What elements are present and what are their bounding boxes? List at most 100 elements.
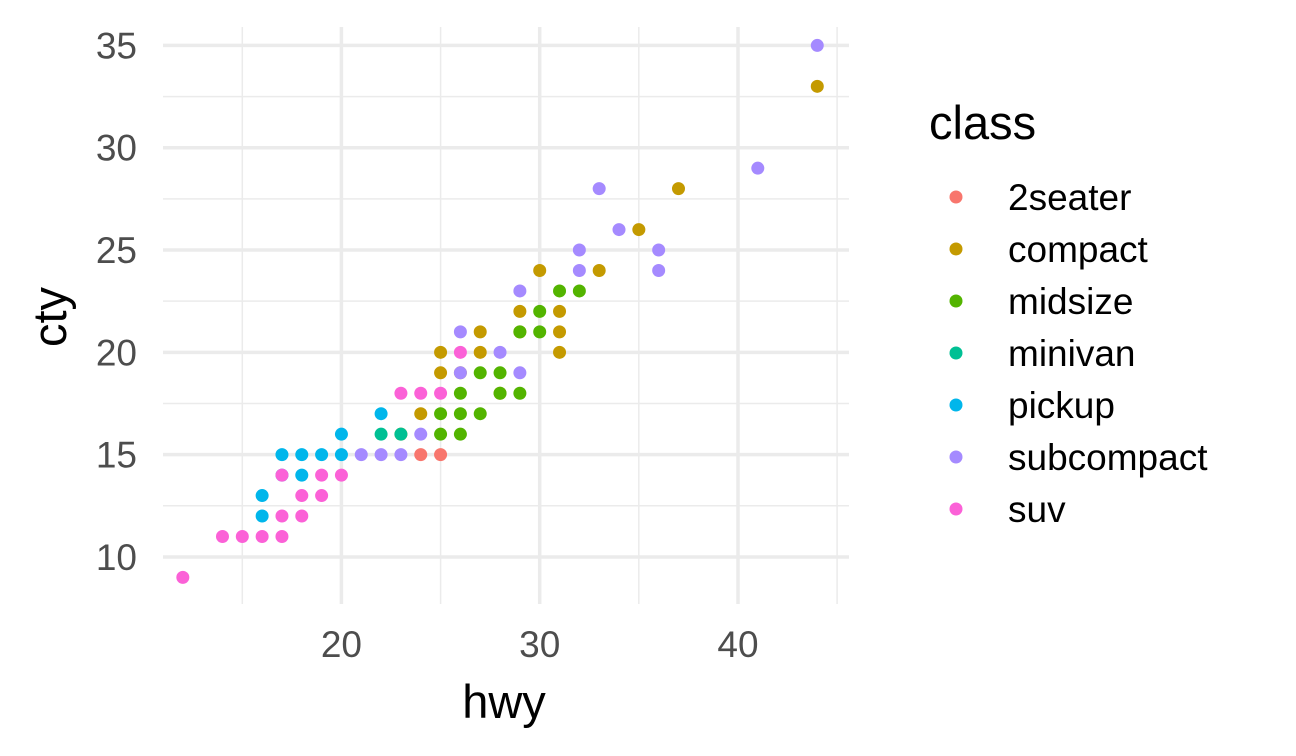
point-subcompact <box>652 243 666 257</box>
point-compact <box>414 407 428 421</box>
point-suv <box>315 468 329 482</box>
legend-key-midsize <box>949 294 963 308</box>
point-pickup <box>315 448 329 462</box>
point-suv <box>414 386 428 400</box>
x-axis-title: hwy <box>462 675 546 728</box>
y-tick-label: 25 <box>96 230 137 271</box>
point-suv <box>176 570 190 584</box>
point-midsize <box>453 386 467 400</box>
point-midsize <box>513 325 527 339</box>
point-compact <box>513 304 527 318</box>
point-suv <box>235 529 249 543</box>
point-midsize <box>434 427 448 441</box>
x-tick-label: 30 <box>519 624 560 665</box>
legend-label-pickup: pickup <box>1008 385 1115 426</box>
point-compact <box>533 263 547 277</box>
point-pickup <box>374 407 388 421</box>
point-suv <box>295 509 309 523</box>
y-tick-labels: 10 15 20 25 30 35 <box>96 25 137 578</box>
point-midsize <box>513 386 527 400</box>
point-midsize <box>473 407 487 421</box>
point-suv <box>295 489 309 503</box>
point-midsize <box>473 366 487 380</box>
point-suv <box>334 468 348 482</box>
point-midsize <box>434 407 448 421</box>
point-subcompact <box>414 427 428 441</box>
point-subcompact <box>652 263 666 277</box>
point-suv <box>275 529 289 543</box>
x-tick-labels: 20 30 40 <box>321 624 759 665</box>
y-tick-label: 35 <box>96 25 137 66</box>
point-midsize <box>572 284 586 298</box>
point-subcompact <box>751 161 765 175</box>
point-subcompact <box>513 366 527 380</box>
point-compact <box>473 325 487 339</box>
y-axis-title: cty <box>23 286 76 347</box>
point-subcompact <box>592 182 606 196</box>
point-subcompact <box>810 38 824 52</box>
point-pickup <box>334 427 348 441</box>
point-minivan <box>394 427 408 441</box>
point-compact <box>553 345 567 359</box>
point-subcompact <box>374 448 388 462</box>
legend: 2seater compact midsize minivan pickup subcom… <box>949 177 1208 530</box>
data-points <box>176 38 824 584</box>
point-compact <box>810 79 824 93</box>
point-subcompact <box>572 243 586 257</box>
point-subcompact <box>572 263 586 277</box>
point-compact <box>553 304 567 318</box>
point-suv <box>315 489 329 503</box>
point-suv <box>453 345 467 359</box>
point-midsize <box>533 325 547 339</box>
point-subcompact <box>612 223 626 237</box>
legend-label-2seater: 2seater <box>1008 177 1131 218</box>
point-pickup <box>334 448 348 462</box>
point-subcompact <box>394 448 408 462</box>
point-subcompact <box>453 366 467 380</box>
point-2seater <box>434 448 448 462</box>
point-suv <box>394 386 408 400</box>
point-compact <box>473 345 487 359</box>
point-pickup <box>295 448 309 462</box>
point-midsize <box>453 407 467 421</box>
point-suv <box>215 529 229 543</box>
point-subcompact <box>453 325 467 339</box>
point-subcompact <box>513 284 527 298</box>
legend-label-suv: suv <box>1008 489 1066 530</box>
y-tick-label: 20 <box>96 332 137 373</box>
point-suv <box>255 529 269 543</box>
point-minivan <box>374 427 388 441</box>
legend-label-compact: compact <box>1008 229 1149 270</box>
point-compact <box>434 345 448 359</box>
point-suv <box>275 509 289 523</box>
legend-key-minivan <box>949 346 963 360</box>
y-tick-label: 15 <box>96 435 137 476</box>
point-pickup <box>255 509 269 523</box>
point-pickup <box>295 468 309 482</box>
point-suv <box>275 468 289 482</box>
point-midsize <box>553 284 567 298</box>
point-midsize <box>493 366 507 380</box>
legend-key-suv <box>949 502 963 516</box>
point-pickup <box>255 489 269 503</box>
legend-key-pickup <box>949 398 963 412</box>
point-suv <box>434 386 448 400</box>
point-compact <box>553 325 567 339</box>
legend-key-compact <box>949 242 963 256</box>
point-compact <box>434 366 448 380</box>
point-midsize <box>493 386 507 400</box>
point-midsize <box>533 304 547 318</box>
x-tick-label: 20 <box>321 624 362 665</box>
legend-label-midsize: midsize <box>1008 281 1133 322</box>
y-tick-label: 10 <box>96 537 137 578</box>
point-compact <box>592 263 606 277</box>
point-compact <box>671 182 685 196</box>
x-tick-label: 40 <box>717 624 758 665</box>
point-2seater <box>414 448 428 462</box>
legend-key-subcompact <box>949 450 963 464</box>
legend-label-minivan: minivan <box>1008 333 1136 374</box>
legend-label-subcompact: subcompact <box>1008 437 1208 478</box>
point-midsize <box>453 427 467 441</box>
point-subcompact <box>354 448 368 462</box>
